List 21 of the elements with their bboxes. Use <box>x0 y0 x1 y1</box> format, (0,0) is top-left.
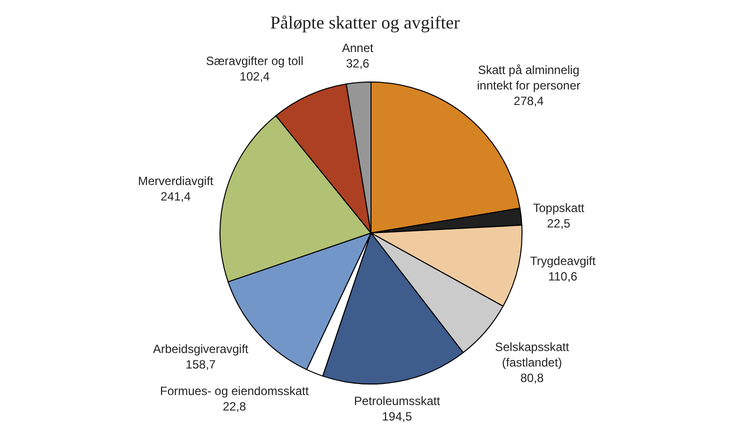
slice-label: Arbeidsgiveravgift <box>153 342 250 356</box>
slice-label: Petroleumsskatt <box>354 394 441 408</box>
slice-label: Formues- og eiendomsskatt <box>160 384 310 398</box>
data-label: 22,5 <box>547 216 571 231</box>
chart-title: Påløpte skatter og avgifter <box>270 12 460 32</box>
slice-label: Merverdiavgift <box>138 174 214 188</box>
data-label: 158,7 <box>186 358 216 372</box>
data-label: 80,8 <box>520 371 544 386</box>
slice-label: Særavgifter og toll <box>206 54 304 68</box>
slice-label: Skatt på alminnelig inntekt for personer <box>477 63 580 93</box>
data-label: 22,8 <box>222 400 246 414</box>
data-label: 102,4 <box>240 70 270 84</box>
data-label: 241,4 <box>160 190 192 204</box>
data-label: 278,4 <box>514 94 544 108</box>
data-label: 194,5 <box>382 410 412 424</box>
slice-label: Annet <box>342 41 374 55</box>
data-label: 32,6 <box>346 56 370 71</box>
slice-label: Trygdeavgift <box>530 254 596 268</box>
data-label: 110,6 <box>548 270 578 284</box>
slice-label: Toppskatt <box>533 201 586 215</box>
slice-label: Selskapsskatt (fastlandet) <box>495 340 570 370</box>
